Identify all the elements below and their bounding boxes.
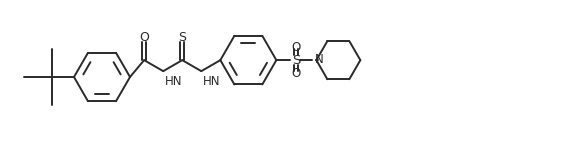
- Text: O: O: [139, 31, 149, 44]
- Text: HN: HN: [203, 75, 221, 88]
- Text: S: S: [178, 31, 186, 44]
- Text: O: O: [292, 67, 301, 80]
- Text: S: S: [292, 54, 300, 67]
- Text: N: N: [315, 53, 324, 66]
- Text: HN: HN: [165, 75, 183, 88]
- Text: O: O: [292, 41, 301, 54]
